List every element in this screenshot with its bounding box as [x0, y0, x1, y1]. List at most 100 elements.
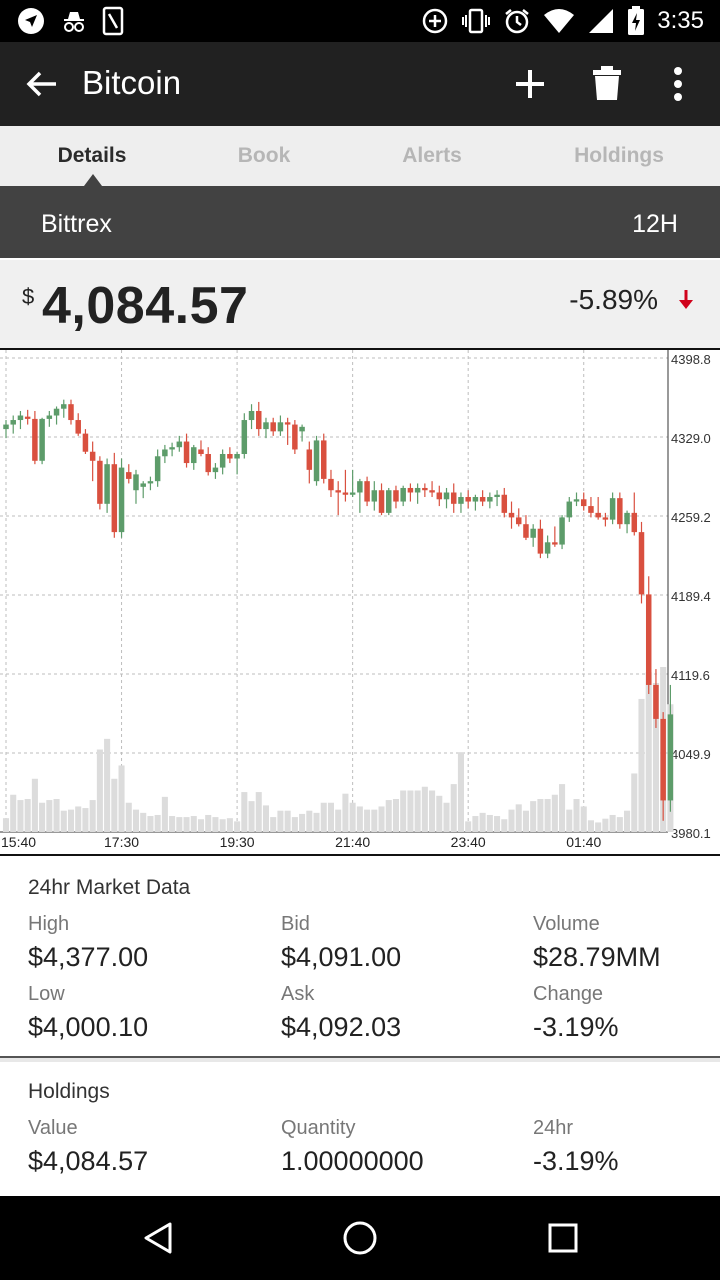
battery-charging-icon — [627, 6, 645, 36]
volume-bar — [530, 801, 537, 832]
volume-bar — [291, 817, 298, 832]
candle-body — [450, 492, 457, 504]
volume-bar — [371, 809, 378, 832]
volume-label: Volume — [533, 913, 600, 935]
holdings-card[interactable]: Holdings Value $4,084.57 Quantity 1.0000… — [0, 1062, 720, 1196]
candle-body — [465, 497, 471, 502]
candle-body — [501, 494, 508, 513]
volume-bar — [241, 792, 248, 832]
add-icon[interactable] — [510, 64, 550, 104]
y-tick-label: 4259.2 — [671, 510, 711, 525]
y-tick-label: 4329.0 — [671, 431, 711, 446]
active-tab-indicator — [84, 174, 102, 186]
candle-body — [400, 487, 406, 502]
candle-body — [126, 472, 132, 479]
candle-body — [313, 440, 320, 482]
candle-body — [82, 433, 89, 452]
bid-label: Bid — [281, 913, 310, 935]
candle-body — [227, 454, 233, 459]
volume-bar — [248, 801, 255, 832]
candle-body — [205, 454, 211, 473]
candle-body — [234, 454, 240, 459]
candle-body — [75, 420, 81, 434]
change-value: -3.19% — [533, 1012, 619, 1042]
candle-body — [61, 404, 67, 409]
candle-body — [169, 447, 175, 450]
volume-bar — [313, 812, 320, 832]
volume-bar — [219, 819, 226, 832]
tab-details[interactable]: Details — [57, 144, 127, 167]
tab-bar: Details Book Alerts Holdings — [0, 126, 720, 186]
candle-body — [97, 460, 103, 504]
app-title: Bitcoin — [82, 64, 182, 101]
volume-bar — [234, 821, 241, 832]
candle-body — [263, 422, 269, 430]
candle-body — [17, 415, 24, 421]
price-chart[interactable]: 4398.8 4329.0 4259.2 4189.4 4119.6 4049.9 3980… — [0, 348, 720, 856]
tab-book[interactable]: Book — [237, 144, 291, 167]
candle-body — [46, 415, 53, 419]
volume-bar — [609, 814, 616, 832]
candle-body — [624, 512, 630, 525]
volume-bar — [212, 817, 219, 832]
candle-body — [292, 424, 298, 450]
volume-bar — [154, 814, 161, 832]
candle-body — [133, 474, 139, 491]
change-label: Change — [533, 983, 604, 1005]
candle-body — [53, 408, 60, 416]
volume-bar — [277, 810, 284, 832]
volume-bar — [407, 790, 414, 832]
volume-bar — [349, 802, 356, 832]
home-nav-icon[interactable] — [340, 1218, 380, 1258]
status-bar: 3:35 — [0, 0, 720, 42]
volume-bar — [125, 802, 132, 832]
volume-bar — [270, 817, 277, 832]
candle-body — [472, 497, 479, 502]
volume-bar — [82, 808, 89, 832]
volume-bar — [421, 786, 428, 832]
candle-body — [284, 422, 291, 425]
candle-body — [407, 487, 414, 493]
candle-body — [523, 524, 529, 538]
vibrate-icon — [461, 7, 491, 35]
back-nav-icon[interactable] — [138, 1218, 178, 1258]
candle-body — [645, 594, 652, 685]
candle-body — [118, 467, 125, 533]
candle-body — [219, 454, 226, 468]
low-value: $4,000.10 — [28, 1012, 149, 1042]
tab-alerts[interactable]: Alerts — [402, 144, 462, 167]
back-arrow-icon[interactable] — [22, 64, 62, 104]
exchange-name[interactable]: Bittrex — [41, 210, 112, 238]
candle-body — [487, 497, 493, 502]
recents-nav-icon[interactable] — [543, 1218, 583, 1258]
volume-bar — [486, 814, 493, 832]
time-range[interactable]: 12H — [632, 210, 678, 238]
candle-body — [660, 718, 666, 801]
volume-bar — [299, 813, 306, 832]
candle-body — [270, 422, 276, 432]
volume-bar — [2, 818, 10, 832]
volume-bar — [429, 790, 436, 832]
volume-bar — [595, 822, 602, 832]
candle-body — [479, 497, 486, 502]
volume-bar — [494, 816, 501, 832]
candle-body — [443, 492, 450, 500]
candle-body — [321, 440, 327, 479]
candle-body — [537, 528, 544, 554]
arrow-down-icon — [676, 288, 696, 317]
candle-body — [364, 481, 370, 502]
candle-body — [32, 418, 38, 461]
volume-bar — [342, 793, 349, 832]
candle-body — [559, 517, 565, 545]
delete-icon[interactable] — [587, 64, 627, 104]
more-vert-icon[interactable] — [658, 64, 698, 104]
candle-body — [328, 478, 334, 491]
candle-body — [89, 451, 96, 461]
candle-body — [277, 422, 284, 432]
candle-body — [429, 490, 435, 493]
candle-body — [357, 481, 363, 493]
candle-body — [299, 426, 305, 432]
x-tick-label: 17:30 — [104, 834, 139, 850]
candlestick-chart[interactable]: 4398.8 4329.0 4259.2 4189.4 4119.6 4049.9 3980… — [0, 350, 720, 854]
tab-holdings[interactable]: Holdings — [574, 144, 664, 167]
